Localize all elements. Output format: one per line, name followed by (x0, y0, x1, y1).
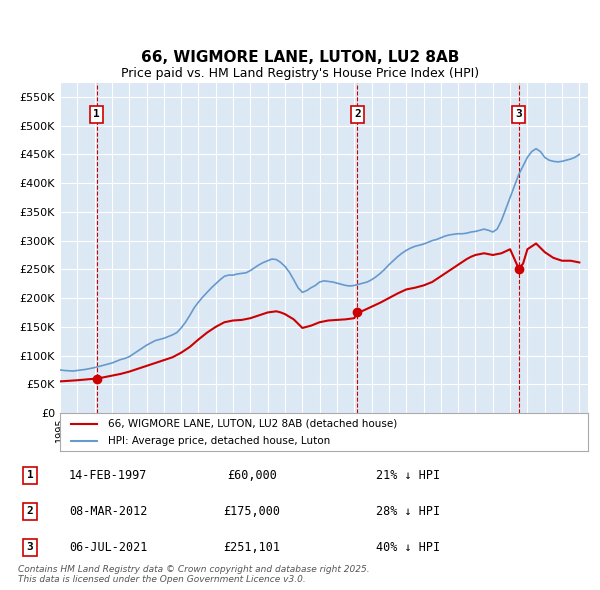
Text: 06-JUL-2021: 06-JUL-2021 (69, 541, 147, 554)
Text: 08-MAR-2012: 08-MAR-2012 (69, 505, 147, 518)
Text: 66, WIGMORE LANE, LUTON, LU2 8AB: 66, WIGMORE LANE, LUTON, LU2 8AB (141, 50, 459, 65)
Text: 14-FEB-1997: 14-FEB-1997 (69, 469, 147, 482)
Text: 3: 3 (515, 109, 522, 119)
Text: 40% ↓ HPI: 40% ↓ HPI (376, 541, 440, 554)
Text: £175,000: £175,000 (223, 505, 281, 518)
Text: 3: 3 (26, 542, 34, 552)
Text: 21% ↓ HPI: 21% ↓ HPI (376, 469, 440, 482)
Text: 66, WIGMORE LANE, LUTON, LU2 8AB (detached house): 66, WIGMORE LANE, LUTON, LU2 8AB (detach… (107, 419, 397, 429)
Text: 28% ↓ HPI: 28% ↓ HPI (376, 505, 440, 518)
Text: Contains HM Land Registry data © Crown copyright and database right 2025.
This d: Contains HM Land Registry data © Crown c… (18, 565, 370, 584)
Text: 2: 2 (26, 506, 34, 516)
Text: Price paid vs. HM Land Registry's House Price Index (HPI): Price paid vs. HM Land Registry's House … (121, 67, 479, 80)
Text: £60,000: £60,000 (227, 469, 277, 482)
Text: 2: 2 (354, 109, 361, 119)
Text: 1: 1 (26, 470, 34, 480)
Text: 1: 1 (94, 109, 100, 119)
Text: HPI: Average price, detached house, Luton: HPI: Average price, detached house, Luto… (107, 435, 330, 445)
Text: £251,101: £251,101 (223, 541, 281, 554)
